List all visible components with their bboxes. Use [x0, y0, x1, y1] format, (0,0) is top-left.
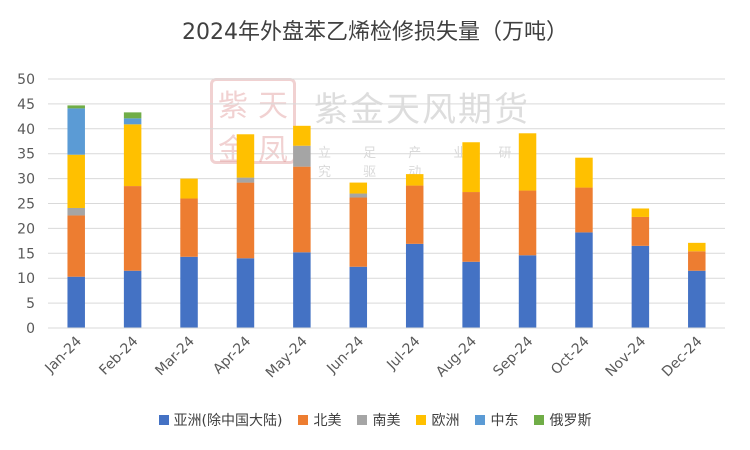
bar-segment — [293, 125, 311, 146]
bar-segment — [349, 182, 368, 194]
x-tick-label: Aug-24 — [433, 333, 480, 380]
y-tick-label: 50 — [17, 72, 35, 88]
x-tick-label: Nov-24 — [603, 333, 650, 380]
bar-segment — [123, 270, 142, 328]
legend-item: 俄罗斯 — [534, 410, 591, 430]
legend-item: 欧洲 — [416, 410, 459, 430]
y-tick-label: 45 — [17, 97, 35, 113]
bar-segment — [575, 232, 593, 328]
bar-segment — [575, 157, 593, 188]
chart-legend: 亚洲(除中国大陆) 北美 南美 欧洲 中东 俄罗斯 — [0, 410, 750, 430]
legend-item: 北美 — [298, 410, 341, 430]
x-tick-label: Mar-24 — [152, 333, 198, 379]
bar-segment — [405, 243, 424, 328]
bar-segment — [123, 124, 142, 187]
bar-segment — [67, 108, 85, 155]
bar-segment — [180, 178, 198, 199]
x-tick-label: Jun-24 — [323, 333, 367, 377]
bar-segment — [180, 198, 198, 257]
bar-segment — [67, 207, 85, 216]
bar-segment — [462, 192, 480, 262]
legend-swatch — [357, 415, 368, 425]
y-tick-label: 30 — [17, 172, 35, 188]
y-tick-label: 0 — [26, 321, 35, 337]
bar-segment — [631, 216, 650, 246]
legend-label: 中东 — [490, 413, 519, 429]
bar-segment — [67, 276, 85, 328]
bar-segment — [405, 174, 424, 186]
bar-segment — [180, 256, 198, 328]
bar-segment — [688, 251, 706, 271]
bar-segment — [349, 266, 368, 328]
x-tick-label: Feb-24 — [96, 333, 141, 378]
bar-segment — [236, 258, 255, 328]
bar-segment — [293, 252, 311, 328]
legend-swatch — [158, 415, 169, 425]
bar-segment — [688, 242, 706, 252]
y-tick-label: 20 — [17, 221, 35, 237]
legend-swatch — [475, 415, 486, 425]
bar-segment — [349, 193, 368, 198]
bar-segment — [631, 245, 650, 328]
bar-segment — [123, 186, 142, 271]
x-tick-label: Dec-24 — [659, 333, 706, 380]
x-tick-label: May-24 — [263, 333, 311, 381]
bar-segment — [575, 187, 593, 233]
legend-label: 南美 — [372, 413, 401, 429]
y-tick-label: 15 — [17, 246, 35, 262]
bar-segment — [67, 154, 85, 208]
bar-segment — [349, 197, 368, 267]
x-tick-label: Jan-24 — [42, 333, 86, 377]
bar-segment — [405, 185, 424, 244]
legend-item: 南美 — [357, 410, 400, 430]
bar-segment — [236, 182, 255, 259]
chart-title: 2024年外盘苯乙烯检修损失量（万吨） — [182, 20, 568, 45]
y-tick-label: 25 — [17, 197, 35, 213]
y-tick-label: 35 — [17, 147, 35, 163]
bar-segment — [688, 270, 706, 328]
bar-segment — [518, 133, 537, 191]
bar-segment — [631, 208, 650, 217]
legend-swatch — [534, 415, 545, 425]
legend-label: 俄罗斯 — [549, 413, 592, 429]
legend-label: 亚洲(除中国大陆) — [173, 413, 283, 429]
bar-segment — [123, 112, 142, 119]
x-tick-label: Apr-24 — [210, 333, 254, 377]
bar-segment — [236, 177, 255, 183]
legend-label: 欧洲 — [431, 413, 460, 429]
bar-segment — [123, 118, 142, 125]
bar-segment — [462, 142, 480, 193]
x-tick-label: Jul-24 — [383, 333, 423, 373]
bar-segment — [293, 145, 311, 167]
legend-swatch — [416, 415, 427, 425]
bar-segment — [67, 105, 85, 109]
x-tick-label: Sep-24 — [490, 333, 536, 379]
y-tick-label: 5 — [26, 296, 35, 312]
y-tick-label: 10 — [17, 271, 35, 287]
bar-segment — [67, 215, 85, 277]
bar-segment — [518, 190, 537, 256]
bar-segment — [236, 134, 255, 178]
bar-segment — [518, 255, 537, 328]
y-tick-label: 40 — [17, 122, 35, 138]
x-tick-label: Oct-24 — [548, 333, 593, 378]
bar-segment — [293, 166, 311, 253]
legend-item: 中东 — [475, 410, 518, 430]
legend-item: 亚洲(除中国大陆) — [158, 410, 283, 430]
legend-label: 北美 — [313, 413, 342, 429]
bar-segment — [462, 261, 480, 328]
legend-swatch — [298, 415, 309, 425]
